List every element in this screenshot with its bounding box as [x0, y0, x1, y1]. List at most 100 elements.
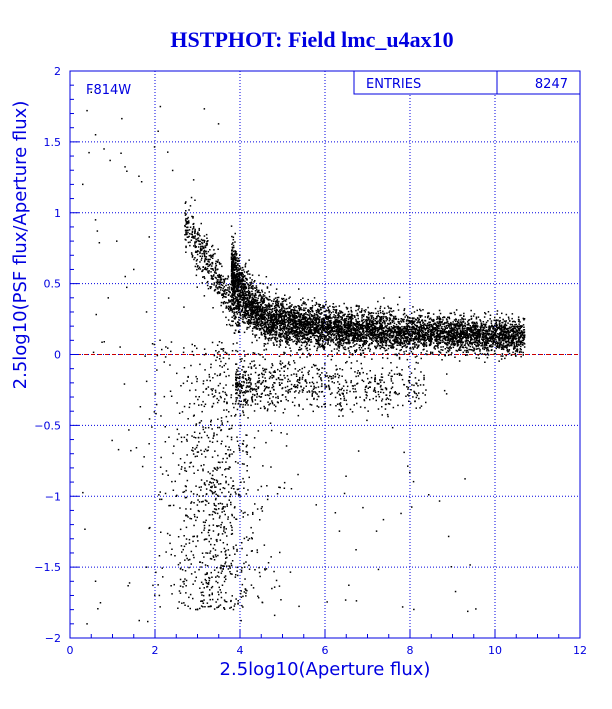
data-point — [504, 324, 506, 326]
data-point — [380, 332, 383, 334]
data-point — [297, 320, 300, 322]
data-point — [476, 329, 479, 331]
data-point — [403, 320, 405, 323]
data-point — [442, 319, 444, 321]
data-point — [235, 308, 238, 310]
data-point — [479, 352, 482, 355]
data-point — [379, 347, 382, 350]
data-point — [512, 325, 514, 327]
data-point — [315, 339, 318, 342]
data-point — [231, 249, 234, 251]
data-point — [293, 326, 296, 328]
data-point — [267, 339, 270, 342]
data-point — [461, 328, 464, 330]
data-point — [258, 274, 260, 277]
data-point — [232, 275, 234, 277]
data-point — [279, 316, 282, 318]
data-point — [384, 335, 386, 337]
data-point — [231, 255, 234, 257]
data-point — [270, 326, 272, 329]
data-point — [393, 334, 395, 336]
data-point — [386, 312, 388, 314]
data-point — [356, 333, 358, 335]
data-point — [466, 332, 468, 334]
data-point — [489, 334, 492, 336]
data-point — [240, 288, 243, 291]
data-point — [317, 336, 319, 338]
data-point — [487, 354, 490, 356]
data-point — [312, 332, 314, 334]
data-point — [352, 328, 354, 330]
data-point — [391, 314, 393, 317]
data-point — [392, 318, 395, 320]
data-point — [324, 343, 326, 345]
data-point — [315, 342, 317, 345]
data-point — [510, 323, 512, 326]
data-point — [233, 272, 235, 274]
data-point — [409, 331, 411, 333]
data-point — [253, 299, 255, 301]
data-point — [250, 287, 253, 289]
data-point — [465, 336, 467, 339]
data-point — [444, 338, 446, 341]
data-point — [465, 354, 467, 356]
data-point — [293, 319, 295, 321]
data-point — [259, 317, 262, 319]
data-point — [306, 349, 309, 352]
data-point — [285, 334, 287, 336]
data-point — [356, 340, 359, 342]
data-point — [251, 299, 253, 302]
data-point — [299, 330, 301, 332]
data-point — [343, 331, 345, 334]
data-point — [428, 318, 431, 320]
data-point — [485, 326, 488, 328]
data-point — [289, 302, 291, 304]
data-point — [306, 342, 308, 345]
data-point — [279, 308, 281, 311]
data-point — [450, 334, 452, 336]
data-point — [392, 343, 394, 346]
data-point — [404, 344, 406, 347]
data-point — [464, 327, 466, 329]
data-point — [465, 351, 468, 353]
data-point — [418, 332, 420, 335]
data-point — [466, 333, 469, 335]
data-point — [246, 278, 248, 280]
data-point — [313, 345, 316, 348]
data-point — [316, 326, 319, 329]
data-point — [253, 281, 255, 283]
data-point — [316, 325, 319, 327]
data-point — [248, 307, 250, 309]
data-point — [314, 330, 317, 333]
data-point — [390, 314, 392, 316]
data-point — [519, 337, 521, 339]
data-point — [344, 348, 347, 351]
data-point — [403, 353, 406, 355]
data-point — [428, 323, 431, 325]
data-point — [494, 324, 496, 327]
data-point — [428, 340, 431, 343]
data-point — [412, 338, 414, 340]
data-point — [325, 323, 327, 325]
data-point — [383, 347, 385, 349]
data-point — [479, 350, 481, 352]
data-point — [365, 322, 368, 325]
data-point — [494, 328, 496, 330]
data-point — [499, 324, 501, 326]
data-point — [449, 349, 451, 351]
data-point — [264, 325, 266, 328]
data-point — [501, 312, 503, 315]
data-point — [466, 354, 469, 356]
data-point — [395, 337, 398, 340]
data-point — [269, 316, 271, 318]
data-point — [343, 315, 345, 317]
data-point — [366, 321, 368, 324]
data-point — [397, 320, 399, 323]
data-point — [415, 337, 417, 340]
data-point — [500, 358, 503, 360]
data-point — [375, 347, 377, 350]
data-point — [440, 335, 442, 338]
data-point — [427, 337, 430, 340]
data-point — [418, 341, 420, 343]
data-point — [245, 301, 247, 303]
